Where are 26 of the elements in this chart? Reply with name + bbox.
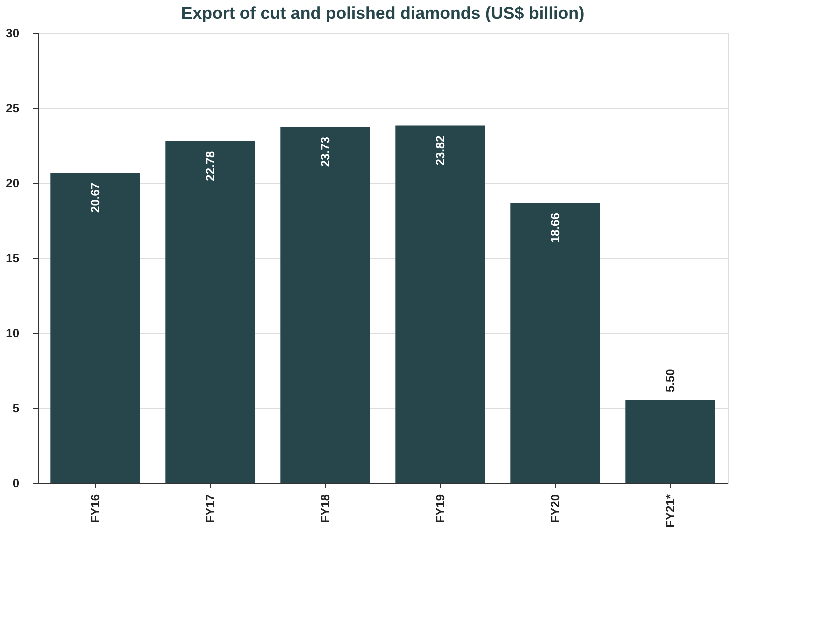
data-label: 5.50 bbox=[664, 368, 678, 392]
data-label: 20.67 bbox=[88, 182, 102, 213]
bar bbox=[280, 127, 370, 483]
x-tick-label: FY21* bbox=[664, 494, 678, 528]
y-tick-label: 30 bbox=[6, 26, 20, 40]
y-tick-label: 10 bbox=[6, 326, 20, 340]
bar bbox=[50, 172, 140, 483]
data-label: 23.82 bbox=[434, 135, 448, 166]
y-tick-label: 20 bbox=[6, 176, 20, 190]
y-tick-label: 5 bbox=[12, 402, 20, 416]
y-tick-label: 0 bbox=[12, 476, 20, 490]
data-label: 22.78 bbox=[204, 150, 218, 182]
chart-title: Export of cut and polished diamonds (US$ billion) bbox=[181, 4, 585, 23]
bar bbox=[626, 400, 716, 483]
x-tick-label: FY20 bbox=[548, 494, 562, 524]
x-tick-label: FY18 bbox=[318, 494, 332, 524]
bar bbox=[510, 203, 600, 483]
x-tick-label: FY19 bbox=[434, 494, 448, 524]
y-tick-label: 25 bbox=[6, 102, 20, 116]
bar bbox=[396, 126, 486, 483]
x-tick-label: FY17 bbox=[204, 494, 218, 524]
data-label: 23.73 bbox=[318, 136, 332, 168]
bar bbox=[166, 141, 256, 483]
x-tick-label: FY16 bbox=[88, 494, 102, 524]
data-label: 18.66 bbox=[548, 212, 562, 244]
y-tick-label: 15 bbox=[6, 252, 20, 266]
